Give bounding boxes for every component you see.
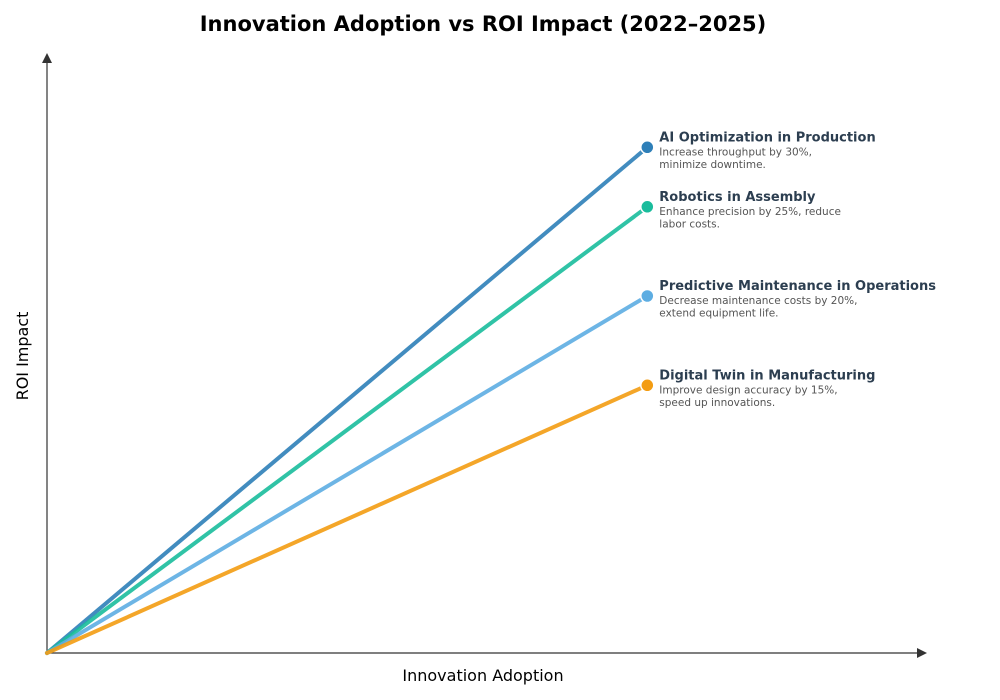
series-description-predictive-maintenance-in-operations-line-2: extend equipment life. [659, 308, 778, 320]
series-description-ai-optimization-in-production-line-2: minimize downtime. [659, 159, 766, 171]
chart-title: Innovation Adoption vs ROI Impact (2022–… [200, 12, 767, 36]
series-label-digital-twin-in-manufacturing: Digital Twin in Manufacturing [659, 368, 875, 383]
series-line-ai-optimization-in-production [45, 145, 650, 655]
series-label-robotics-in-assembly: Robotics in Assembly [659, 190, 816, 205]
series-point-robotics-in-assembly [640, 199, 655, 215]
series-predictive-maintenance-in-operations: Predictive Maintenance in OperationsDecr… [45, 279, 936, 655]
series-label-predictive-maintenance-in-operations: Predictive Maintenance in Operations [659, 279, 936, 294]
series-line-robotics-in-assembly [45, 204, 650, 655]
series-point-digital-twin-in-manufacturing [640, 378, 655, 393]
series-description-ai-optimization-in-production-line-1: Increase throughput by 30%, [659, 146, 812, 158]
series-point-predictive-maintenance-in-operations [640, 288, 655, 304]
series-description-digital-twin-in-manufacturing-line-1: Improve design accuracy by 15%, [659, 384, 837, 396]
series-description-digital-twin-in-manufacturing-line-2: speed up innovations. [659, 397, 775, 409]
series-description-robotics-in-assembly-line-2: labor costs. [659, 218, 720, 230]
series-line-predictive-maintenance-in-operations [45, 294, 650, 655]
series-line-digital-twin-in-manufacturing [45, 383, 650, 655]
series-description-robotics-in-assembly-line-1: Enhance precision by 25%, reduce [659, 206, 841, 218]
series-point-ai-optimization-in-production [640, 140, 655, 155]
series-label-ai-optimization-in-production: AI Optimization in Production [659, 130, 875, 145]
y-axis-label: ROI Impact [13, 312, 32, 401]
series-description-predictive-maintenance-in-operations-line-1: Decrease maintenance costs by 20%, [659, 295, 857, 307]
x-axis-label: Innovation Adoption [402, 666, 563, 685]
